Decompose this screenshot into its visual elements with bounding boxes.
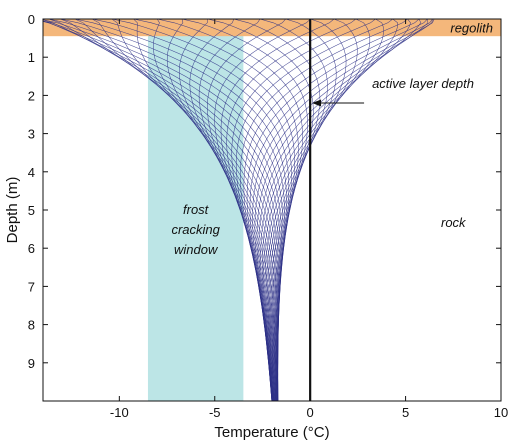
temperature-profile	[111, 19, 279, 401]
x-tick-label: 0	[307, 405, 314, 420]
frost-cracking-window-region	[147, 19, 244, 401]
y-tick-label: 4	[28, 165, 35, 180]
temperature-profile	[261, 19, 398, 401]
x-tick-label: 5	[402, 405, 409, 420]
temperature-profile	[153, 19, 279, 401]
temperature-profile	[266, 19, 347, 401]
temperature-profile	[243, 19, 420, 401]
frost-cracking-window-label-line: cracking	[171, 222, 220, 237]
temperature-profile	[189, 19, 278, 401]
y-tick-label: 8	[28, 318, 35, 333]
axes: -10 -5 0 5 10 0 1 2 3 4 5 6 7 8 9 Temperature (°C) Depth…	[4, 12, 508, 441]
temperature-profile	[263, 19, 384, 401]
y-tick-label: 0	[28, 12, 35, 27]
x-axis-label: Temperature (°C)	[214, 424, 329, 441]
x-tick-label: -10	[110, 405, 129, 420]
temperature-profile	[133, 19, 279, 401]
temperature-profiles	[43, 19, 435, 401]
temperature-profile	[226, 19, 356, 401]
temperature-profile	[91, 19, 279, 401]
y-tick-label: 6	[28, 241, 35, 256]
temperature-profile	[246, 19, 428, 401]
active-layer-arrow-head	[312, 99, 322, 107]
y-tick-label: 7	[28, 279, 35, 294]
x-tick-label: -5	[209, 405, 221, 420]
y-tick-label: 9	[28, 356, 35, 371]
rock-label: rock	[441, 215, 467, 230]
y-tick-label: 5	[28, 203, 35, 218]
temperature-profile	[166, 19, 279, 401]
temperature-profile	[240, 19, 408, 401]
y-tick-label: 3	[28, 127, 35, 142]
temperature-profile	[264, 19, 371, 401]
temperature-profile	[267, 19, 337, 401]
annotations: regolith rock frost cracking window active la…	[171, 20, 493, 256]
temperature-profile	[249, 19, 433, 401]
frost-cracking-window-label-line: frost	[183, 202, 210, 217]
temperature-profile	[231, 19, 376, 401]
active-layer-depth-label: active layer depth	[372, 76, 474, 91]
temperature-profile	[179, 19, 278, 401]
shaded-regions	[43, 19, 501, 401]
temperature-profile	[235, 19, 393, 401]
regolith-label: regolith	[450, 20, 493, 35]
y-axis-label: Depth (m)	[4, 177, 21, 244]
frost-cracking-window-label-line: window	[174, 242, 219, 257]
y-tick-label: 2	[28, 88, 35, 103]
y-tick-label: 1	[28, 50, 35, 65]
x-tick-label: 10	[494, 405, 508, 420]
